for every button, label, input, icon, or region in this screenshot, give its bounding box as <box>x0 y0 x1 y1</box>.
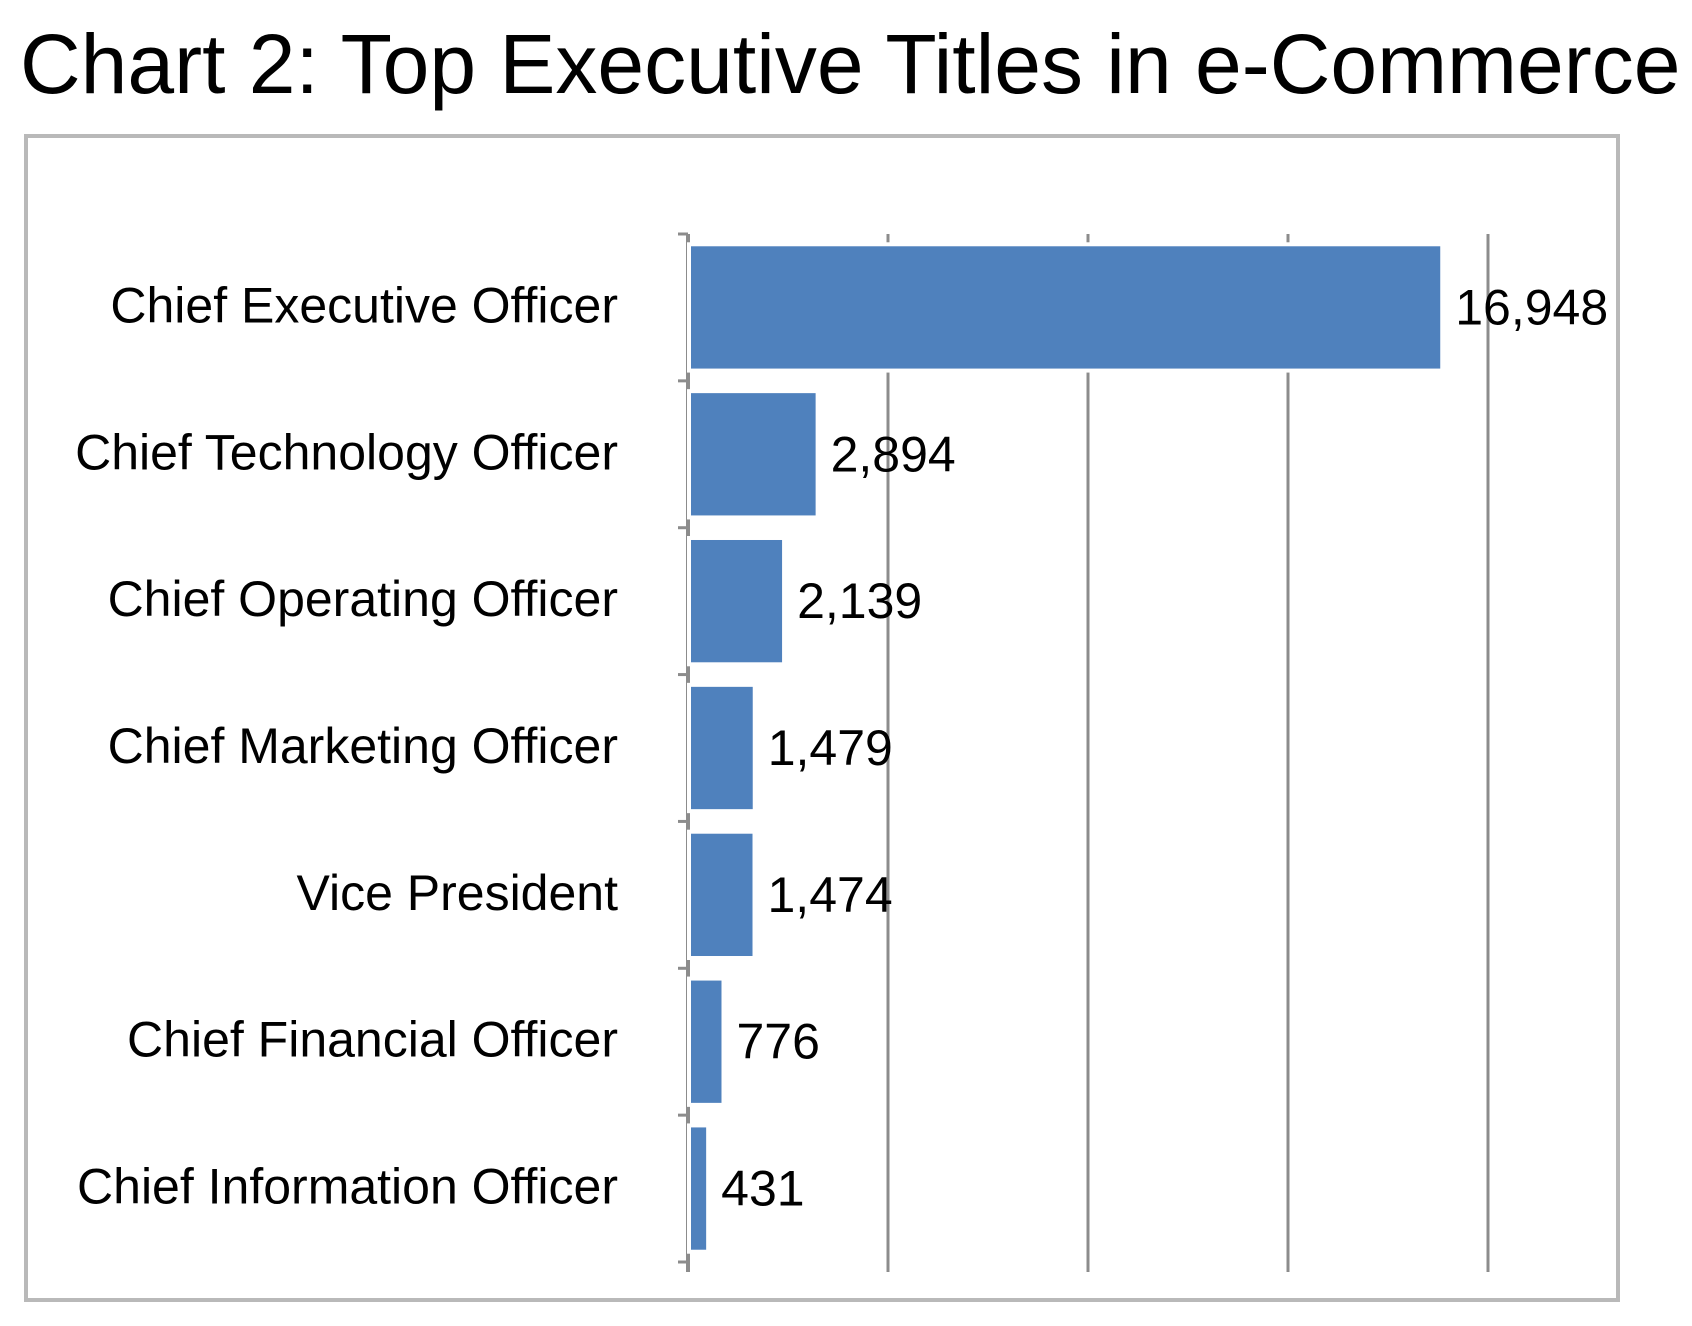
value-label: 2,139 <box>797 573 922 629</box>
value-label: 776 <box>736 1014 819 1070</box>
chart-title: Chart 2: Top Executive Titles in e-Comme… <box>20 17 1681 111</box>
value-label: 2,894 <box>831 426 956 482</box>
bar <box>687 389 820 520</box>
value-label: 16,948 <box>1455 279 1608 335</box>
category-label: Chief Financial Officer <box>127 1012 618 1068</box>
value-label: 1,479 <box>768 720 893 776</box>
category-label: Chief Technology Officer <box>75 424 618 480</box>
chart-frame <box>24 134 1620 1302</box>
value-label: 431 <box>721 1161 804 1217</box>
value-label: 1,474 <box>768 867 893 923</box>
category-label: Chief Marketing Officer <box>108 718 618 774</box>
bar <box>687 829 757 961</box>
category-label: Vice President <box>297 865 619 921</box>
category-label: Chief Information Officer <box>77 1159 618 1215</box>
category-label: Chief Executive Officer <box>110 277 618 333</box>
bar <box>687 242 1445 373</box>
bar <box>687 682 757 814</box>
category-label: Chief Operating Officer <box>108 571 618 627</box>
bar <box>687 535 787 667</box>
bar <box>687 1123 711 1254</box>
bar <box>687 976 726 1107</box>
